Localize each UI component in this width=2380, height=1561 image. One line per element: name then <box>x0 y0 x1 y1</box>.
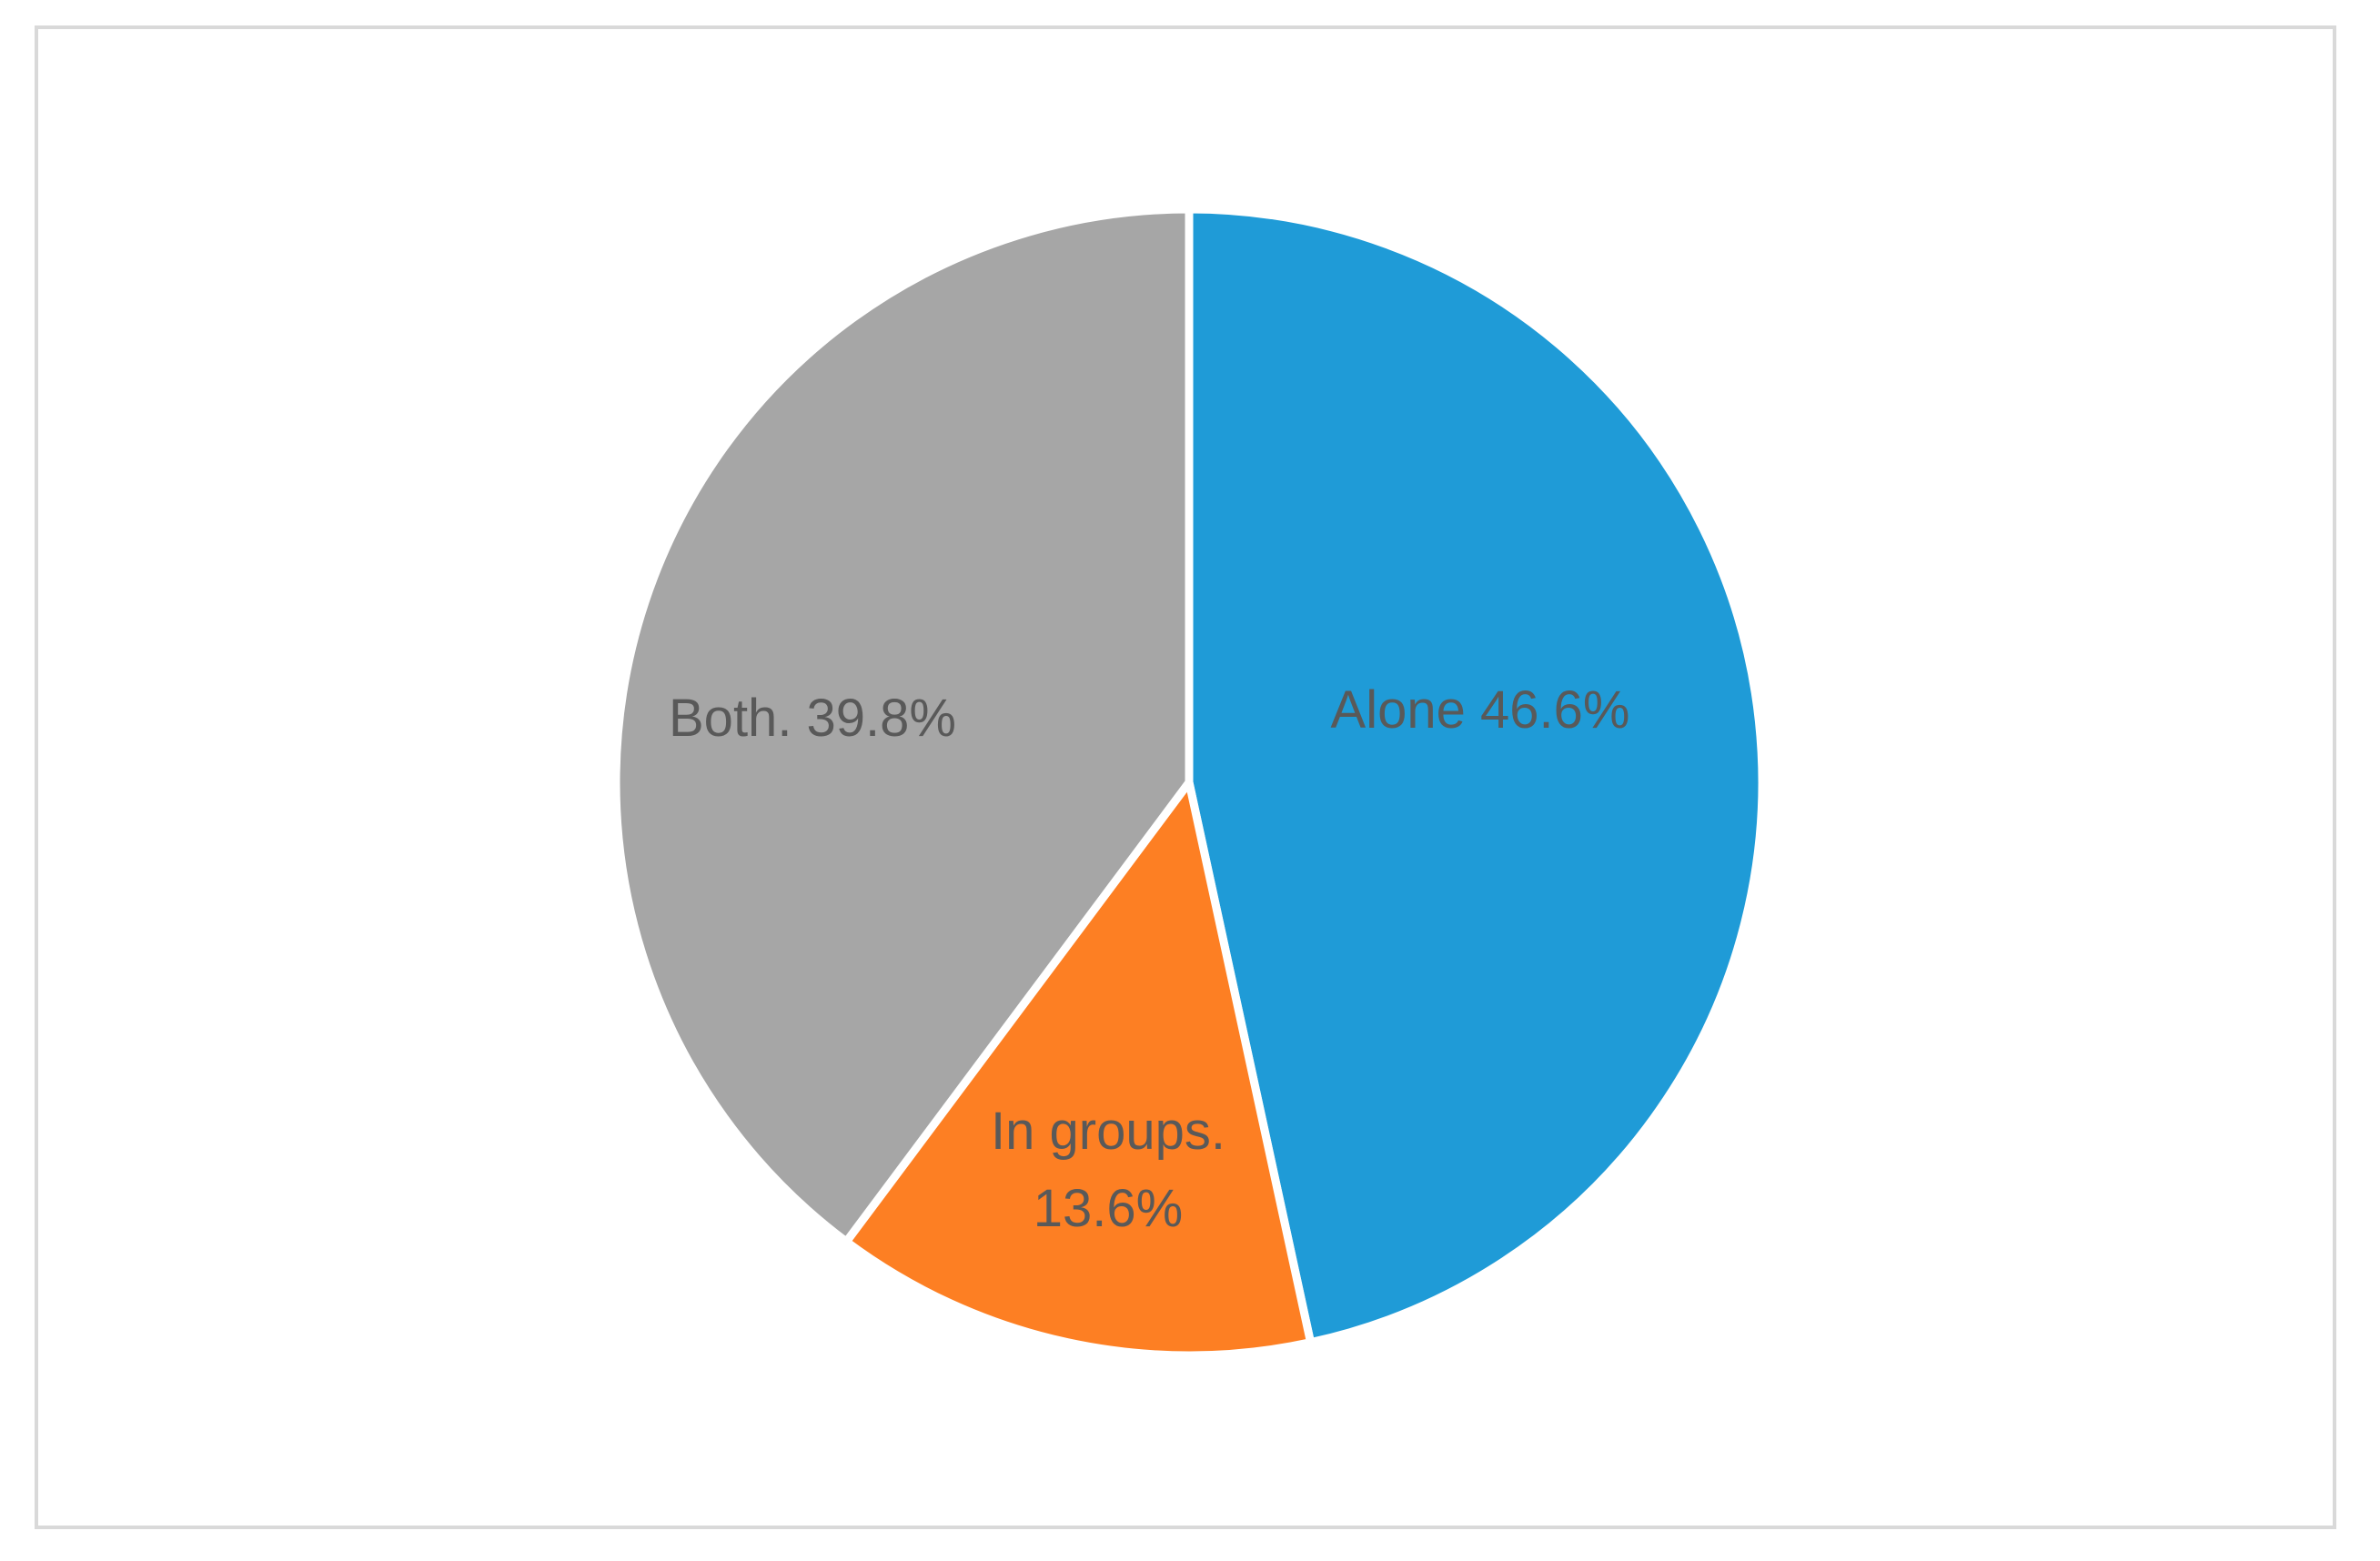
pie-slice-in-groups <box>842 778 1316 1360</box>
pie-slice-both <box>611 205 1194 1246</box>
pie-slice-alone <box>1185 205 1767 1347</box>
pie-labels: Alone 46.6% In groups. 13.6% Both. 39.8% <box>669 680 1629 1238</box>
slice-label-both: Both. 39.8% <box>669 689 956 748</box>
slice-label-in-groups: In groups. <box>991 1102 1225 1161</box>
slice-label-alone: Alone 46.6% <box>1331 680 1630 740</box>
pie-slices <box>611 205 1767 1360</box>
slice-label-in-groups-value: 13.6% <box>1034 1179 1183 1238</box>
